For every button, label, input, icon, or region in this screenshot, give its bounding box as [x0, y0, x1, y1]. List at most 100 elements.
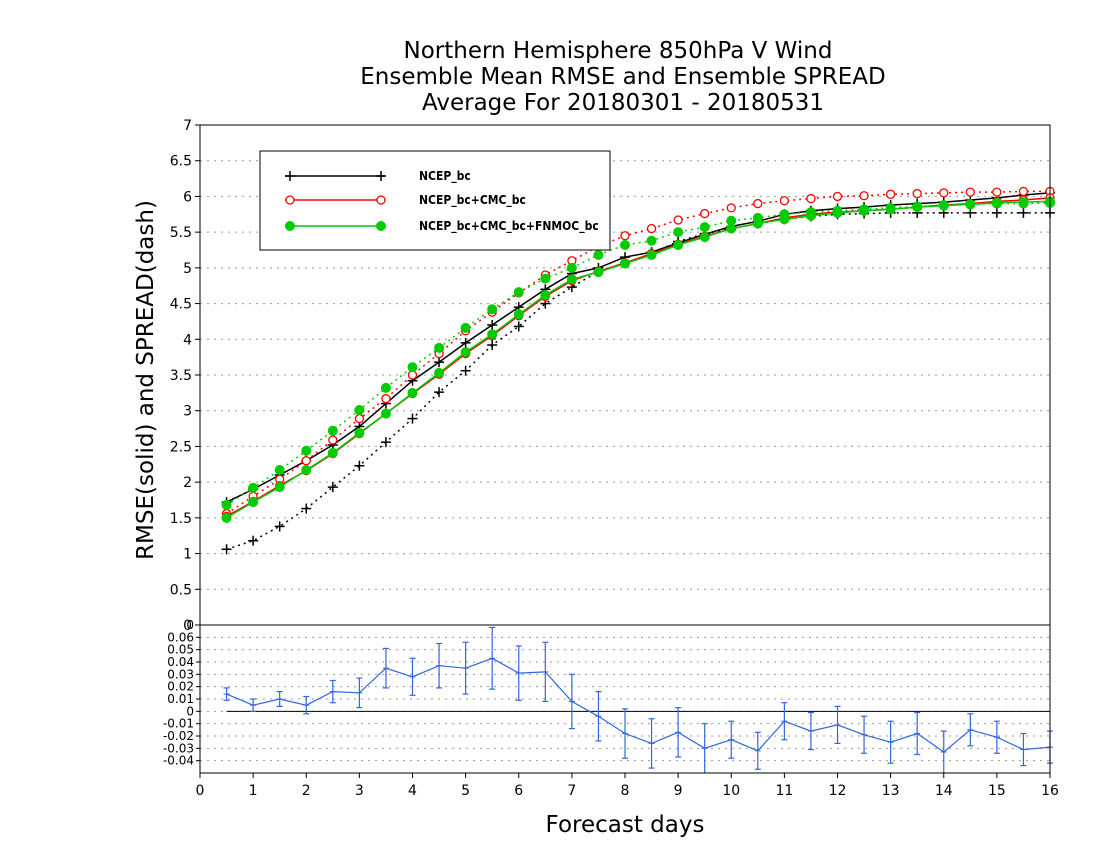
x-tick-label: 13 — [882, 783, 900, 799]
filled-circle-marker — [354, 427, 365, 438]
x-tick-label: 1 — [249, 783, 258, 799]
filled-circle-marker — [327, 447, 338, 458]
x-tick-label: 8 — [621, 783, 630, 799]
filled-circle-marker — [327, 425, 338, 436]
filled-circle-marker — [434, 367, 445, 378]
series-NCEP_bc+CMC_bc+FNMOC_bc — [221, 196, 1055, 523]
filled-circle-marker — [301, 465, 312, 475]
y-tick-label: -0.02 — [163, 729, 194, 743]
y-tick-label: 0 — [186, 618, 194, 632]
y-tick-label: 0.03 — [167, 667, 194, 681]
y-tick-label: 0.02 — [167, 680, 194, 694]
x-axis: 0 1 2 3 4 5 6 7 8 9 10 11 12 13 14 15 16 — [196, 773, 1059, 799]
circle-marker — [939, 188, 949, 198]
y-tick-label: 2 — [183, 475, 192, 491]
y-tick-label: 7 — [183, 118, 192, 134]
circle-marker — [806, 193, 816, 204]
filled-circle-marker — [354, 405, 365, 415]
filled-circle-marker — [274, 465, 285, 475]
filled-circle-marker — [407, 362, 418, 373]
filled-circle-marker — [380, 382, 391, 393]
circle-marker — [328, 435, 338, 445]
filled-circle-marker — [221, 512, 232, 523]
circle-marker — [779, 196, 790, 206]
filled-circle-marker — [620, 240, 630, 250]
filled-circle-marker — [487, 329, 498, 340]
circle-marker — [646, 223, 657, 234]
filled-circle-marker — [673, 240, 684, 250]
filled-circle-marker — [460, 322, 471, 333]
y-tick-label: 6.5 — [170, 154, 192, 170]
circle-marker — [912, 188, 922, 199]
filled-circle-marker — [248, 497, 259, 508]
x-tick-label: 7 — [567, 783, 576, 799]
circle-marker — [1018, 186, 1029, 197]
y-tick-label: 0.04 — [167, 655, 194, 669]
filled-circle-marker — [376, 221, 386, 231]
bottom-panel-y-axis: -0.04-0.03-0.02-0.0100.010.020.030.040.0… — [163, 618, 200, 768]
circle-marker — [376, 195, 386, 205]
filled-circle-marker — [620, 258, 630, 269]
filled-circle-marker — [1018, 197, 1029, 208]
y-tick-label: 0.01 — [167, 692, 194, 706]
filled-circle-marker — [699, 222, 710, 233]
top-panel-series — [221, 186, 1055, 555]
y-tick-label: 4 — [183, 332, 192, 348]
filled-circle-marker — [248, 482, 259, 493]
filled-circle-marker — [487, 304, 498, 315]
x-tick-label: 12 — [829, 783, 847, 799]
filled-circle-marker — [285, 221, 295, 231]
circle-marker — [620, 231, 630, 241]
circle-marker — [381, 393, 391, 404]
circle-marker — [407, 370, 418, 380]
filled-circle-marker — [646, 235, 657, 246]
y-tick-label: 0.5 — [170, 582, 192, 598]
filled-circle-marker — [885, 204, 896, 215]
y-tick-label: 5 — [183, 261, 192, 277]
x-tick-label: 10 — [722, 783, 740, 799]
filled-circle-marker — [805, 210, 816, 221]
title-line-2: Ensemble Mean RMSE and Ensemble SPREAD — [360, 64, 885, 90]
title-line-1: Northern Hemisphere 850hPa V Wind — [404, 38, 833, 64]
x-tick-label: 3 — [355, 783, 364, 799]
filled-circle-marker — [593, 267, 604, 278]
y-tick-label: -0.03 — [163, 741, 194, 755]
filled-circle-marker — [274, 482, 285, 493]
filled-circle-marker — [540, 273, 551, 284]
y-tick-label: 3.5 — [170, 368, 192, 384]
y-tick-label: 1.5 — [170, 511, 192, 527]
circle-marker — [301, 456, 311, 466]
filled-circle-marker — [407, 387, 418, 398]
filled-circle-marker — [673, 227, 684, 238]
filled-circle-marker — [965, 199, 976, 210]
bottom-panel-grid — [200, 636, 1050, 762]
circle-marker — [673, 215, 683, 225]
x-tick-label: 11 — [775, 783, 793, 799]
y-tick-label: 2.5 — [170, 439, 192, 455]
x-tick-label: 5 — [461, 783, 470, 799]
circle-marker — [965, 187, 975, 197]
title-line-3: Average For 20180301 - 20180531 — [422, 90, 824, 116]
bottom-panel-series — [223, 626, 1053, 773]
filled-circle-marker — [779, 214, 790, 225]
filled-circle-marker — [593, 250, 604, 260]
filled-circle-marker — [859, 205, 870, 216]
circle-marker — [832, 191, 843, 202]
filled-circle-marker — [991, 197, 1002, 208]
y-tick-label: -0.04 — [163, 754, 194, 768]
circle-marker — [859, 191, 869, 201]
y-tick-label: -0.01 — [163, 717, 194, 731]
x-tick-label: 15 — [988, 783, 1006, 799]
circle-marker — [885, 189, 896, 199]
circle-marker — [700, 208, 710, 219]
x-tick-label: 14 — [935, 783, 953, 799]
spread-line — [226, 190, 1050, 515]
filled-circle-marker — [566, 274, 577, 285]
x-tick-label: 9 — [674, 783, 683, 799]
x-axis-title: Forecast days — [546, 812, 705, 838]
filled-circle-marker — [566, 262, 577, 273]
filled-circle-marker — [434, 342, 445, 353]
filled-circle-marker — [912, 202, 923, 213]
